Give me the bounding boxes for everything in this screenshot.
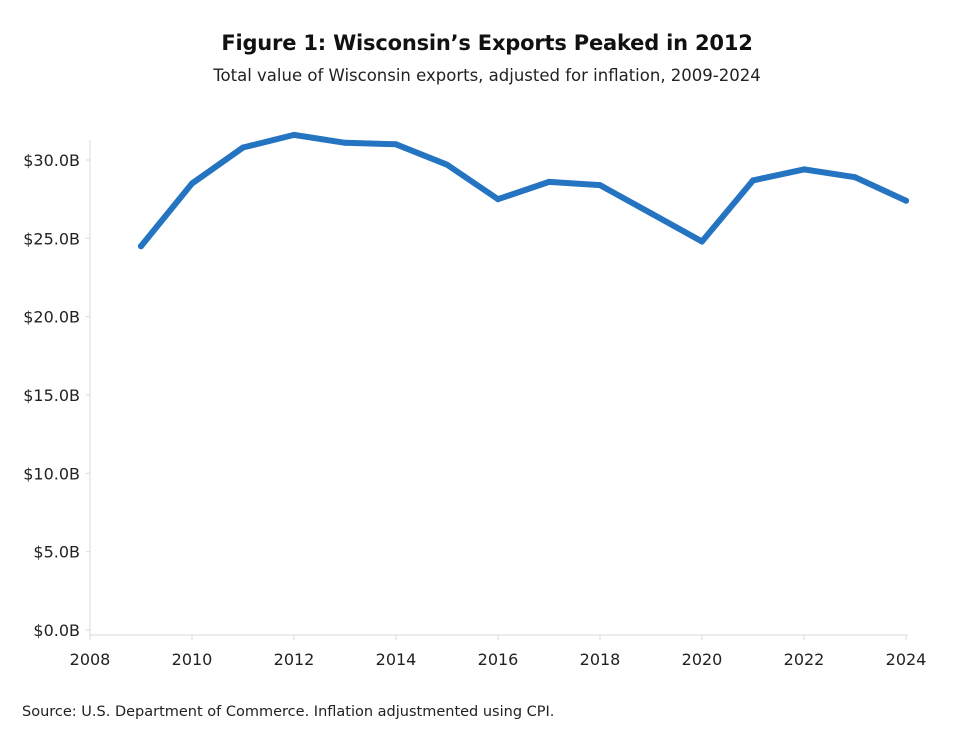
x-tick-label: 2022 — [784, 650, 825, 669]
x-tick-label: 2014 — [376, 650, 417, 669]
data-point — [750, 177, 756, 184]
x-tick-label: 2024 — [886, 650, 927, 669]
x-tick-label: 2010 — [172, 650, 213, 669]
series-layer — [138, 131, 909, 250]
data-point — [903, 197, 909, 204]
data-point — [291, 131, 297, 138]
x-tick-label: 2012 — [274, 650, 315, 669]
source-note: Source: U.S. Department of Commerce. Inf… — [22, 704, 555, 720]
y-tick-label: $25.0B — [23, 229, 80, 248]
y-tick-label: $5.0B — [33, 543, 80, 562]
data-point — [444, 161, 450, 168]
y-tick-label: $15.0B — [23, 386, 80, 405]
data-point — [597, 182, 603, 189]
x-axis: 2008 2010 2012 2014 2016 2018 2020 2022 2024 — [70, 634, 927, 669]
y-tick-label: $0.0B — [33, 621, 80, 640]
x-tick-label: 2016 — [478, 650, 519, 669]
data-point — [138, 243, 144, 250]
chart-subtitle: Total value of Wisconsin exports, adjust… — [213, 66, 761, 85]
data-point — [495, 196, 501, 203]
data-point — [393, 141, 399, 148]
data-point — [189, 180, 195, 187]
y-tick-label: $30.0B — [23, 151, 80, 170]
series-line — [138, 131, 909, 250]
x-tick-label: 2008 — [70, 650, 111, 669]
data-point — [240, 144, 246, 151]
data-point — [852, 174, 858, 181]
y-axis: $0.0B $5.0B $10.0B $15.0B $20.0B $25.0B $30.0B — [23, 140, 91, 640]
x-tick-label: 2020 — [682, 650, 723, 669]
data-point — [648, 210, 654, 217]
chart-title: Figure 1: Wisconsin’s Exports Peaked in … — [221, 31, 753, 55]
data-point — [699, 238, 705, 245]
x-tick-label: 2018 — [580, 650, 621, 669]
data-point — [546, 178, 552, 185]
data-point — [801, 166, 807, 173]
data-point — [342, 139, 348, 146]
y-tick-label: $20.0B — [23, 308, 80, 327]
y-tick-label: $10.0B — [23, 464, 80, 483]
